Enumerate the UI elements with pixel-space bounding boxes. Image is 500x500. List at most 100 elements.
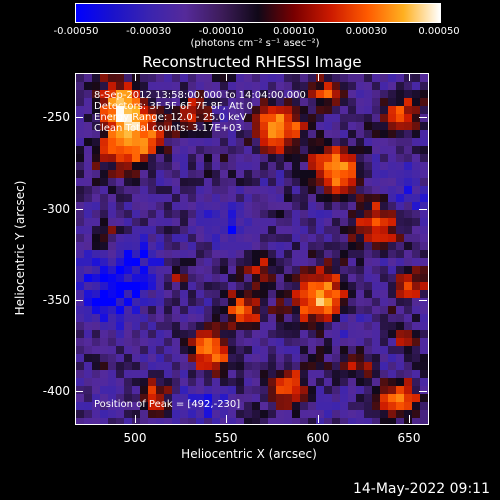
heatmap-cell — [412, 146, 420, 154]
heatmap-cell — [364, 106, 372, 114]
annotation-peak-position: Position of Peak = [492,-230] — [94, 399, 241, 410]
heatmap-cell — [276, 162, 284, 170]
heatmap-cell — [380, 218, 388, 226]
heatmap-cell — [364, 250, 372, 258]
heatmap-cell — [372, 146, 380, 154]
heatmap-cell — [132, 154, 140, 162]
heatmap-cell — [348, 266, 356, 274]
heatmap-cell — [356, 186, 364, 194]
heatmap-cell — [308, 138, 316, 146]
heatmap-cell — [420, 258, 428, 266]
heatmap-cell — [148, 146, 156, 154]
heatmap-cell — [292, 282, 300, 290]
heatmap-cell — [300, 82, 308, 90]
heatmap-cell — [372, 82, 380, 90]
heatmap-cell — [300, 258, 308, 266]
heatmap-cell — [148, 338, 156, 346]
heatmap-cell — [172, 354, 180, 362]
heatmap-cell — [132, 250, 140, 258]
tick-mark — [75, 391, 83, 392]
heatmap-cell — [84, 282, 92, 290]
heatmap-cell — [292, 154, 300, 162]
heatmap-cell — [156, 234, 164, 242]
heatmap-cell — [356, 138, 364, 146]
heatmap-cell — [108, 258, 116, 266]
heatmap-cell — [108, 170, 116, 178]
heatmap-cell — [300, 266, 308, 274]
heatmap-cell — [372, 354, 380, 362]
heatmap-cell — [268, 330, 276, 338]
heatmap-cell — [108, 370, 116, 378]
heatmap-cell — [300, 274, 308, 282]
heatmap-cell — [388, 314, 396, 322]
heatmap-cell — [372, 418, 380, 424]
heatmap-cell — [108, 234, 116, 242]
annotation-detectors: Detectors: 3F 5F 6F 7F 8F, Att 0 — [94, 101, 254, 112]
heatmap-cell — [284, 402, 292, 410]
heatmap-cell — [132, 194, 140, 202]
heatmap-cell — [364, 146, 372, 154]
heatmap-cell — [396, 186, 404, 194]
annotation-time-range: 8-Sep-2012 13:58:00.000 to 14:04:00.000 — [94, 90, 306, 101]
heatmap-cell — [156, 418, 164, 424]
heatmap-cell — [292, 274, 300, 282]
heatmap-cell — [316, 290, 324, 298]
heatmap-cell — [348, 290, 356, 298]
heatmap-cell — [300, 346, 308, 354]
heatmap-cell — [340, 418, 348, 424]
heatmap-cell — [236, 138, 244, 146]
heatmap-cell — [268, 154, 276, 162]
heatmap-cell — [196, 154, 204, 162]
heatmap-cell — [116, 314, 124, 322]
heatmap-cell — [316, 314, 324, 322]
heatmap-cell — [76, 154, 84, 162]
heatmap-cell — [284, 106, 292, 114]
heatmap-cell — [140, 146, 148, 154]
heatmap-cell — [164, 290, 172, 298]
heatmap-cell — [340, 90, 348, 98]
heatmap-cell — [92, 146, 100, 154]
heatmap-cell — [116, 218, 124, 226]
heatmap-cell — [140, 210, 148, 218]
heatmap-cell — [156, 346, 164, 354]
heatmap-cell — [100, 202, 108, 210]
heatmap-cell — [204, 378, 212, 386]
heatmap-cell — [132, 410, 140, 418]
heatmap-cell — [316, 218, 324, 226]
heatmap-cell — [332, 298, 340, 306]
heatmap-cell — [324, 266, 332, 274]
heatmap-cell — [404, 370, 412, 378]
heatmap-cell — [316, 154, 324, 162]
heatmap-cell — [388, 362, 396, 370]
heatmap-cell — [396, 130, 404, 138]
heatmap-cell — [404, 130, 412, 138]
heatmap-cell — [116, 274, 124, 282]
heatmap-cell — [204, 410, 212, 418]
heatmap-cell — [276, 418, 284, 424]
heatmap-cell — [348, 114, 356, 122]
heatmap-cell — [92, 410, 100, 418]
heatmap-cell — [76, 114, 84, 122]
heatmap-cell — [268, 378, 276, 386]
heatmap-cell — [300, 250, 308, 258]
heatmap-cell — [164, 202, 172, 210]
heatmap-cell — [180, 250, 188, 258]
heatmap-cell — [92, 354, 100, 362]
heatmap-cell — [276, 106, 284, 114]
heatmap-cell — [284, 346, 292, 354]
heatmap-cell — [148, 322, 156, 330]
heatmap-cell — [148, 418, 156, 424]
heatmap-cell — [356, 210, 364, 218]
heatmap-cell — [188, 274, 196, 282]
heatmap-cell — [260, 98, 268, 106]
heatmap-cell — [132, 210, 140, 218]
heatmap-cell — [412, 178, 420, 186]
heatmap-cell — [332, 178, 340, 186]
heatmap-cell — [324, 210, 332, 218]
heatmap-cell — [228, 338, 236, 346]
heatmap-cell — [132, 82, 140, 90]
heatmap-cell — [252, 218, 260, 226]
heatmap-cell — [284, 74, 292, 82]
heatmap-cell — [148, 242, 156, 250]
heatmap-cell — [364, 394, 372, 402]
